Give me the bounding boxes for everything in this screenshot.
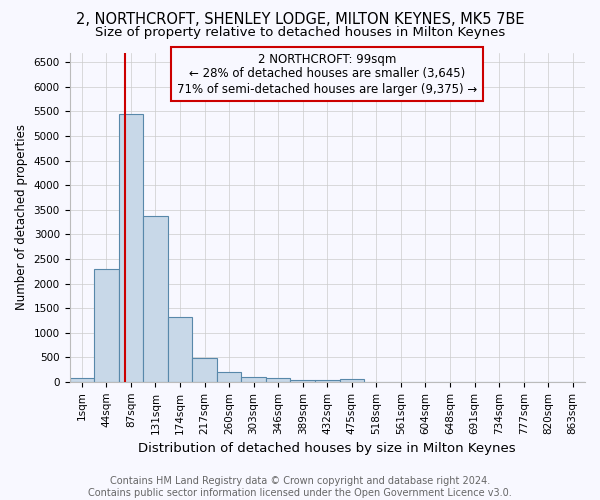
- Bar: [94, 269, 119, 382]
- Text: Size of property relative to detached houses in Milton Keynes: Size of property relative to detached ho…: [95, 26, 505, 39]
- Bar: [340, 378, 364, 382]
- Bar: [290, 380, 315, 382]
- Bar: [119, 114, 143, 382]
- Y-axis label: Number of detached properties: Number of detached properties: [15, 124, 28, 310]
- Bar: [241, 378, 266, 382]
- Text: 2, NORTHCROFT, SHENLEY LODGE, MILTON KEYNES, MK5 7BE: 2, NORTHCROFT, SHENLEY LODGE, MILTON KEY…: [76, 12, 524, 28]
- Text: Contains HM Land Registry data © Crown copyright and database right 2024.
Contai: Contains HM Land Registry data © Crown c…: [88, 476, 512, 498]
- Bar: [192, 358, 217, 382]
- X-axis label: Distribution of detached houses by size in Milton Keynes: Distribution of detached houses by size …: [139, 442, 516, 455]
- Bar: [315, 380, 340, 382]
- Bar: [266, 378, 290, 382]
- Bar: [168, 317, 192, 382]
- Bar: [70, 378, 94, 382]
- Bar: [217, 372, 241, 382]
- Text: 2 NORTHCROFT: 99sqm
← 28% of detached houses are smaller (3,645)
71% of semi-det: 2 NORTHCROFT: 99sqm ← 28% of detached ho…: [177, 52, 478, 96]
- Bar: [143, 216, 168, 382]
